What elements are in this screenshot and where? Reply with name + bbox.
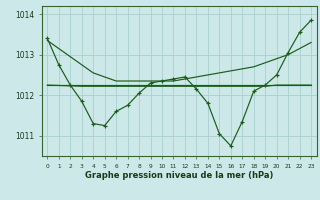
X-axis label: Graphe pression niveau de la mer (hPa): Graphe pression niveau de la mer (hPa) <box>85 171 273 180</box>
